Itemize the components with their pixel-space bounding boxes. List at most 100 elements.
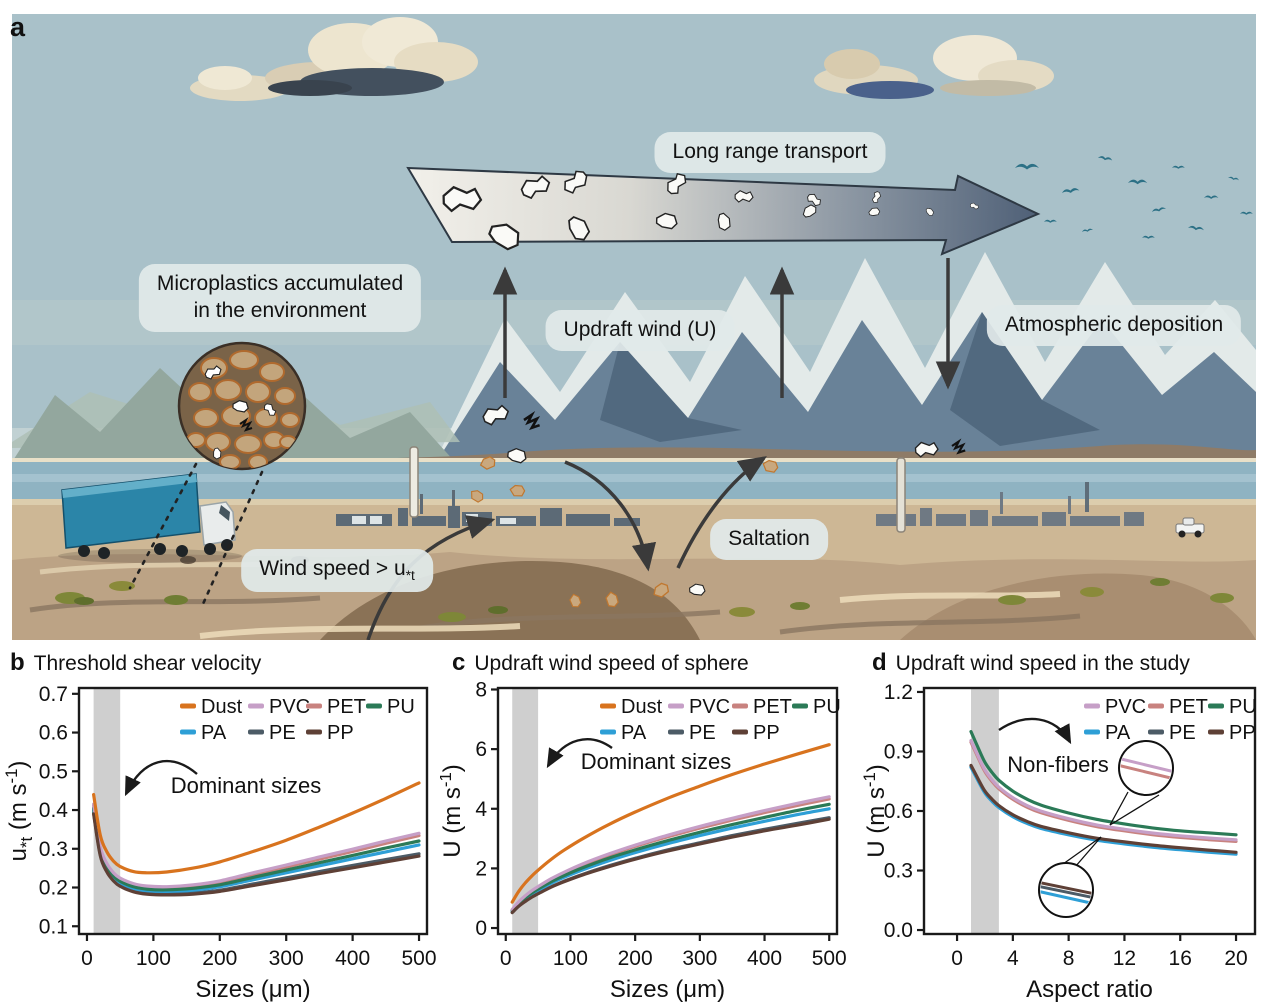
series-line-pp bbox=[510, 817, 831, 915]
legend-label-pu: PU bbox=[387, 696, 415, 718]
y-tick-label: 0.0 bbox=[884, 919, 913, 942]
y-axis-label: U (m s-1) bbox=[862, 764, 890, 858]
x-tick-label: 200 bbox=[202, 947, 237, 970]
legend-swatch-pa bbox=[1084, 729, 1100, 735]
label-microplastics-accumulated: Microplastics accumulated in the environ… bbox=[138, 264, 422, 332]
series-line-dust bbox=[92, 781, 421, 875]
inset-line-pp bbox=[1040, 880, 1092, 896]
panel-a: a Long range transport Microplastics acc… bbox=[10, 12, 1256, 640]
x-tick-label: 12 bbox=[1113, 947, 1136, 970]
tower-left bbox=[409, 446, 419, 518]
legend-label-pp: PP bbox=[1229, 722, 1256, 744]
legend-label-dust: Dust bbox=[201, 696, 243, 718]
panel-c-title: c Updraft wind speed of sphere bbox=[452, 649, 749, 676]
y-tick-label: 0.5 bbox=[39, 760, 68, 783]
chart-updraft-wind-study: 0 4 8 12 16 20 0.0 0.3 0.6 0.9 1.2 Aspect ratio U (m… bbox=[862, 681, 1257, 1003]
series-line-pa bbox=[510, 807, 831, 913]
x-tick-label: 400 bbox=[335, 947, 370, 970]
series-line-pvc bbox=[969, 738, 1238, 842]
legend-swatch-pvc bbox=[248, 703, 264, 709]
industrial-facility-right bbox=[876, 482, 1144, 526]
pickup-truck bbox=[1175, 517, 1205, 538]
legend-label-pet: PET bbox=[327, 696, 366, 718]
x-tick-label: 8 bbox=[1063, 947, 1075, 970]
legend-label-pe: PE bbox=[689, 722, 716, 744]
label-wind-speed-text: Wind speed > u bbox=[259, 557, 406, 580]
legend-swatch-dust bbox=[600, 703, 616, 709]
legend-swatch-pu bbox=[366, 703, 382, 709]
y-tick-label: 0.4 bbox=[39, 799, 69, 822]
y-tick-label: 0 bbox=[475, 917, 487, 940]
descent-arrow bbox=[564, 460, 657, 572]
chart-updraft-wind-sphere: 0 100 200 300 400 500 0 2 4 6 8 Sizes (μm) U (m s-1)… bbox=[440, 678, 847, 1003]
legend-swatch-pet bbox=[732, 703, 748, 709]
panel-d: d Updraft wind speed in the study 0 4 8 12 16… bbox=[862, 645, 1268, 1006]
legend-label-pu: PU bbox=[1229, 696, 1257, 718]
legend-label-pvc: PVC bbox=[269, 696, 310, 718]
long-range-transport-arrow bbox=[406, 166, 1041, 256]
legend-label-pet: PET bbox=[753, 696, 792, 718]
x-tick-label: 0 bbox=[951, 947, 963, 970]
soil-grains bbox=[186, 350, 300, 469]
dominant-size-band bbox=[971, 689, 999, 933]
legend-swatch-pp bbox=[1208, 729, 1224, 735]
series-line-dust bbox=[510, 743, 831, 904]
series-line-pvc bbox=[92, 802, 421, 889]
x-tick-label: 16 bbox=[1169, 947, 1192, 970]
x-tick-label: 0 bbox=[500, 947, 512, 970]
x-tick-label: 400 bbox=[747, 947, 782, 970]
dominant-size-band bbox=[93, 689, 121, 933]
y-tick-label: 0.7 bbox=[39, 683, 68, 706]
panel-b: b Threshold shear velocity 0 100 200 300 400 5… bbox=[0, 645, 440, 1006]
chart-threshold-shear-velocity: 0 100 200 300 400 500 0.1 0.2 0.3 0.4 0.5 0.6 0.7 Siz… bbox=[2, 683, 437, 1003]
series-lines bbox=[969, 730, 1238, 856]
legend-swatch-pet bbox=[1148, 703, 1164, 709]
series-line-pp bbox=[969, 763, 1238, 854]
inset-line-pe bbox=[1040, 884, 1092, 900]
legend-swatch-pp bbox=[306, 729, 322, 735]
y-tick-label: 0.3 bbox=[39, 838, 68, 861]
x-axis-label: Aspect ratio bbox=[1026, 976, 1153, 1003]
legend-swatch-pp bbox=[732, 729, 748, 735]
tower-right bbox=[896, 457, 906, 533]
x-axis-label: Sizes (μm) bbox=[610, 976, 725, 1003]
x-tick-label: 100 bbox=[553, 947, 588, 970]
y-tick-label: 6 bbox=[475, 738, 487, 761]
x-tick-label: 0 bbox=[81, 947, 93, 970]
legend-swatch-pe bbox=[1148, 729, 1164, 735]
legend-swatch-pe bbox=[248, 729, 264, 735]
legend-label-pvc: PVC bbox=[1105, 696, 1146, 718]
x-tick-label: 300 bbox=[269, 947, 304, 970]
y-tick-label: 0.1 bbox=[39, 915, 68, 938]
label-wind-speed-subscript: *t bbox=[405, 568, 415, 584]
series-line-pe bbox=[92, 811, 421, 896]
wind-arrows bbox=[492, 258, 961, 398]
annotation-text: Dominant sizes bbox=[581, 749, 731, 774]
panel-c-letter: c bbox=[452, 649, 466, 676]
x-axis-label: Sizes (μm) bbox=[195, 976, 310, 1003]
panel-b-title: b Threshold shear velocity bbox=[10, 649, 262, 676]
zoom-inset-circle bbox=[1118, 740, 1174, 796]
series-line-pu bbox=[510, 802, 831, 913]
legend-swatch-pu bbox=[1208, 703, 1224, 709]
legend-label-pu: PU bbox=[813, 696, 841, 718]
y-tick-label: 0.9 bbox=[884, 740, 913, 763]
y-axis-label: U (m s-1) bbox=[440, 764, 466, 858]
truck bbox=[58, 473, 242, 563]
charts-row: b Threshold shear velocity 0 100 200 300 400 5… bbox=[0, 645, 1268, 1006]
x-tick-label: 500 bbox=[402, 947, 437, 970]
y-tick-label: 8 bbox=[475, 678, 487, 701]
legend-swatch-dust bbox=[180, 703, 196, 709]
cloud-left bbox=[190, 17, 478, 101]
label-updraft-wind: Updraft wind (U) bbox=[545, 310, 735, 351]
series-lines bbox=[92, 781, 421, 897]
legend-label-pp: PP bbox=[753, 722, 780, 744]
series-line-pu bbox=[92, 806, 421, 892]
annotation-arrow bbox=[998, 717, 1072, 745]
plot-frame bbox=[77, 686, 429, 936]
y-tick-label: 0.2 bbox=[39, 877, 68, 900]
legend-swatch-pa bbox=[600, 729, 616, 735]
inset-line-pa bbox=[1040, 889, 1092, 906]
legend-label-pvc: PVC bbox=[689, 696, 730, 718]
